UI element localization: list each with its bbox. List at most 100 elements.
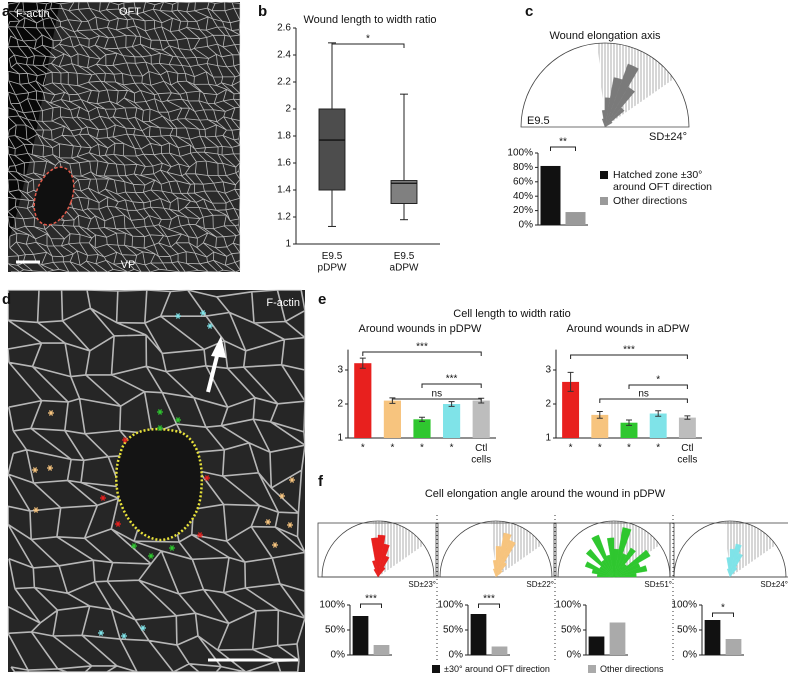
rose-wedge <box>377 534 386 578</box>
significance-label: * <box>656 375 660 386</box>
wound-outline <box>115 427 204 542</box>
cell-marker <box>265 519 271 525</box>
rose-wedge <box>601 118 606 128</box>
group-title: Cell length to width ratio <box>453 308 570 320</box>
rose-wedge <box>591 569 615 578</box>
y-tick-label: 2.2 <box>277 77 291 88</box>
text-line: cells <box>677 454 697 465</box>
cell-mesh <box>7 1 241 273</box>
bar <box>704 620 721 655</box>
rose-outline <box>439 520 553 578</box>
legend-swatch <box>600 171 608 179</box>
text-line: around OFT direction <box>613 181 712 193</box>
rose-wedge <box>604 63 639 128</box>
y-tick-label: 50% <box>443 625 463 636</box>
legend-swatch <box>588 665 596 673</box>
x-tick-label: * <box>627 443 631 454</box>
arrow-head <box>211 336 226 358</box>
y-tick-label: 1.2 <box>277 212 291 223</box>
y-tick-label: 2.4 <box>277 50 291 61</box>
rose-wedge <box>373 568 379 578</box>
y-tick-label: 3 <box>545 365 551 376</box>
cell-marker <box>48 410 54 416</box>
text-line: Hatched zone ±30° <box>613 169 702 181</box>
significance-label: *** <box>416 342 428 353</box>
significance-label: *** <box>446 374 458 385</box>
cell-marker <box>169 545 175 551</box>
x-tick-label: Ctl cells <box>471 443 491 466</box>
y-tick-label: 50% <box>325 625 345 636</box>
significance-bracket <box>478 603 500 608</box>
legend-label: Other directions <box>613 195 687 207</box>
image-label: F-actin <box>266 297 300 309</box>
error-bar <box>359 357 366 369</box>
x-tick-label: * <box>361 443 365 454</box>
rose-wedge <box>729 548 736 578</box>
y-tick-label: 0% <box>519 220 534 231</box>
rose-outline <box>557 520 671 578</box>
box <box>318 108 346 191</box>
cell-marker <box>32 467 38 473</box>
y-tick-label: 50% <box>561 625 581 636</box>
panel-letter: c <box>525 3 533 20</box>
text-line: aDPW <box>390 262 419 273</box>
error-bar <box>419 416 425 422</box>
y-tick-label: 1 <box>545 433 551 444</box>
chart-title: Wound length to width ratio <box>303 14 436 26</box>
rose-wedge <box>613 547 636 578</box>
significance-label: ** <box>559 137 567 148</box>
cell-marker <box>33 507 39 513</box>
y-tick-label: 100% <box>555 600 581 611</box>
cell-marker <box>197 532 203 538</box>
rose-wedge <box>613 527 632 578</box>
error-bar <box>626 419 632 426</box>
panel-letter: f <box>318 473 324 490</box>
y-tick-label: 1 <box>337 433 343 444</box>
text-line: Ctl <box>681 443 693 454</box>
image-label: OFT <box>119 6 141 18</box>
rose-label: SD±23° <box>408 580 436 589</box>
y-tick-label: 2 <box>337 399 343 410</box>
x-tick-label: * <box>420 443 424 454</box>
rose-label: SD±22° <box>526 580 554 589</box>
error-bar <box>596 410 603 419</box>
x-tick-label: * <box>390 443 394 454</box>
significance-bracket <box>599 398 688 403</box>
significance-bracket <box>360 603 382 608</box>
rose-wedge <box>597 573 615 578</box>
y-tick-label: 3 <box>337 365 343 376</box>
cell-marker <box>148 553 154 559</box>
y-tick-label: 1.8 <box>277 131 291 142</box>
text-line: cells <box>471 454 491 465</box>
bar <box>443 404 461 438</box>
arrow-shaft <box>206 351 220 393</box>
rose-wedge <box>591 534 615 578</box>
bar <box>620 422 638 438</box>
significance-bracket <box>712 612 734 617</box>
legend-label: Hatched zone ±30° around OFT direction <box>613 169 712 193</box>
legend-label: Other directions <box>600 664 664 674</box>
cell-marker <box>115 521 121 527</box>
y-tick-label: 0% <box>331 650 346 661</box>
bar <box>649 413 667 438</box>
text-line: Ctl <box>475 443 487 454</box>
x-tick-label: * <box>450 443 454 454</box>
significance-bracket <box>421 383 482 388</box>
y-tick-label: 1 <box>285 239 291 250</box>
significance-bracket <box>362 351 482 356</box>
cell-marker <box>100 495 106 501</box>
rose-wedge <box>585 548 615 578</box>
significance-label: ns <box>432 389 443 400</box>
cell-marker <box>140 625 146 631</box>
y-tick-label: 40% <box>513 191 533 202</box>
x-tick-label: E9.5 aDPW <box>390 251 419 274</box>
bar <box>562 381 580 438</box>
x-tick-label: E9.5 pDPW <box>318 251 347 274</box>
rose-wedge <box>729 543 742 578</box>
y-tick-label: 0% <box>683 650 698 661</box>
cell-marker <box>157 425 163 431</box>
error-bar <box>567 371 574 392</box>
legend-swatch <box>600 197 608 205</box>
bar <box>565 212 586 225</box>
cell-marker <box>122 437 128 443</box>
